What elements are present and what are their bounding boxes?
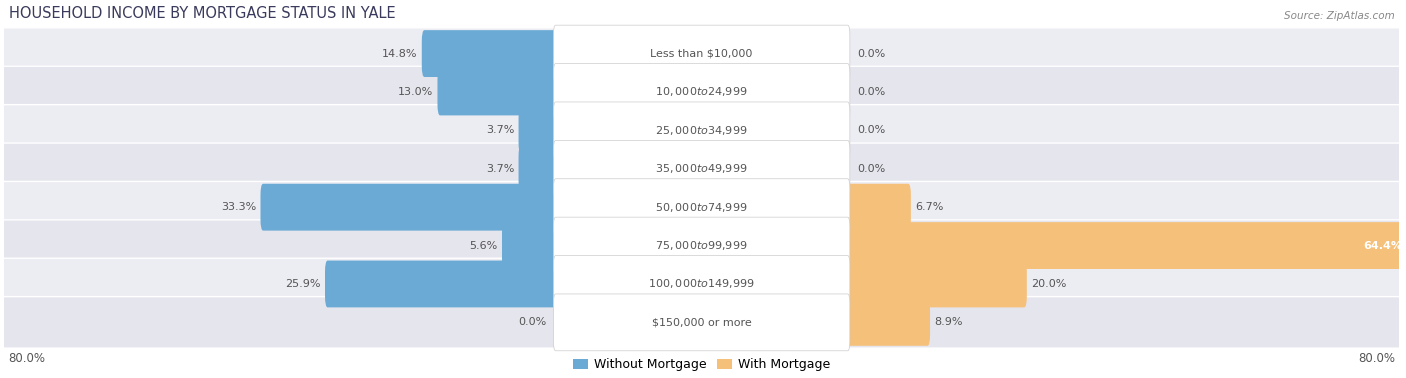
Text: 25.9%: 25.9% <box>285 279 321 289</box>
Text: $10,000 to $24,999: $10,000 to $24,999 <box>655 85 748 99</box>
FancyBboxPatch shape <box>325 260 555 307</box>
FancyBboxPatch shape <box>422 30 555 77</box>
FancyBboxPatch shape <box>554 102 849 159</box>
Text: Source: ZipAtlas.com: Source: ZipAtlas.com <box>1284 11 1395 21</box>
Text: 3.7%: 3.7% <box>486 164 515 174</box>
FancyBboxPatch shape <box>3 28 1400 79</box>
FancyBboxPatch shape <box>437 68 555 115</box>
Text: $75,000 to $99,999: $75,000 to $99,999 <box>655 239 748 252</box>
Text: 6.7%: 6.7% <box>915 202 943 212</box>
FancyBboxPatch shape <box>260 184 555 231</box>
FancyBboxPatch shape <box>554 294 849 351</box>
Text: 5.6%: 5.6% <box>470 240 498 251</box>
Legend: Without Mortgage, With Mortgage: Without Mortgage, With Mortgage <box>568 353 835 376</box>
FancyBboxPatch shape <box>519 107 555 154</box>
FancyBboxPatch shape <box>848 260 1026 307</box>
FancyBboxPatch shape <box>3 143 1400 195</box>
Text: 8.9%: 8.9% <box>935 318 963 327</box>
Text: 13.0%: 13.0% <box>398 87 433 97</box>
Text: Less than $10,000: Less than $10,000 <box>651 49 752 59</box>
Text: 20.0%: 20.0% <box>1031 279 1067 289</box>
FancyBboxPatch shape <box>554 179 849 235</box>
FancyBboxPatch shape <box>848 184 911 231</box>
Text: 80.0%: 80.0% <box>1358 352 1395 366</box>
Text: 0.0%: 0.0% <box>519 318 547 327</box>
FancyBboxPatch shape <box>3 297 1400 348</box>
Text: $100,000 to $149,999: $100,000 to $149,999 <box>648 277 755 290</box>
FancyBboxPatch shape <box>3 66 1400 118</box>
FancyBboxPatch shape <box>554 64 849 120</box>
Text: HOUSEHOLD INCOME BY MORTGAGE STATUS IN YALE: HOUSEHOLD INCOME BY MORTGAGE STATUS IN Y… <box>8 6 395 21</box>
Text: 64.4%: 64.4% <box>1364 240 1403 251</box>
Text: 0.0%: 0.0% <box>856 87 884 97</box>
FancyBboxPatch shape <box>848 299 929 346</box>
Text: $150,000 or more: $150,000 or more <box>652 318 752 327</box>
Text: 0.0%: 0.0% <box>856 49 884 59</box>
Text: $35,000 to $49,999: $35,000 to $49,999 <box>655 162 748 175</box>
FancyBboxPatch shape <box>554 256 849 312</box>
Text: 80.0%: 80.0% <box>8 352 45 366</box>
FancyBboxPatch shape <box>3 105 1400 156</box>
Text: $25,000 to $34,999: $25,000 to $34,999 <box>655 124 748 137</box>
Text: 33.3%: 33.3% <box>221 202 256 212</box>
FancyBboxPatch shape <box>554 25 849 82</box>
FancyBboxPatch shape <box>554 217 849 274</box>
FancyBboxPatch shape <box>3 258 1400 310</box>
FancyBboxPatch shape <box>848 222 1406 269</box>
Text: 14.8%: 14.8% <box>382 49 418 59</box>
Text: 0.0%: 0.0% <box>856 125 884 135</box>
Text: 0.0%: 0.0% <box>856 164 884 174</box>
FancyBboxPatch shape <box>519 146 555 192</box>
FancyBboxPatch shape <box>502 222 555 269</box>
FancyBboxPatch shape <box>554 140 849 197</box>
Text: $50,000 to $74,999: $50,000 to $74,999 <box>655 201 748 214</box>
FancyBboxPatch shape <box>3 220 1400 271</box>
FancyBboxPatch shape <box>3 181 1400 233</box>
Text: 3.7%: 3.7% <box>486 125 515 135</box>
